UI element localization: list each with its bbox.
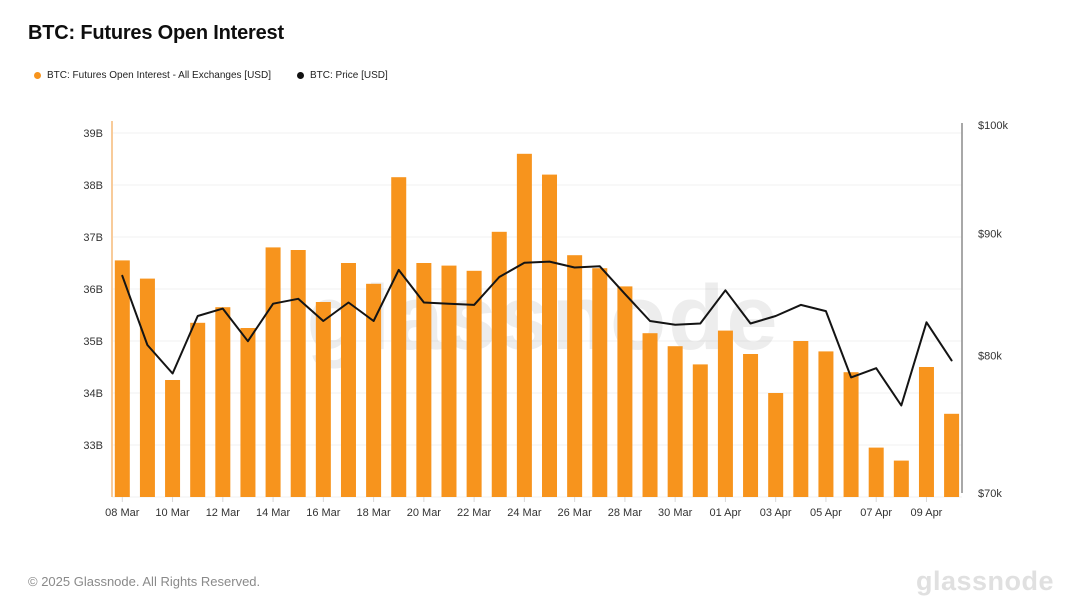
- left-axis-labels: 33B 34B 35B 36B 37B 38B 39B: [83, 128, 103, 452]
- bar-02 Apr[interactable]: [743, 354, 759, 497]
- x-tick-01 Apr: 01 Apr: [710, 507, 742, 519]
- x-tick-24 Mar: 24 Mar: [507, 507, 542, 519]
- bar-10 Mar[interactable]: [165, 380, 181, 497]
- x-tick-26 Mar: 26 Mar: [558, 507, 593, 519]
- x-tick-14 Mar: 14 Mar: [256, 507, 291, 519]
- bar-24 Mar[interactable]: [516, 153, 532, 498]
- left-tick-38B: 38B: [83, 180, 103, 192]
- bar-17 Mar[interactable]: [340, 263, 356, 497]
- bar-22 Mar[interactable]: [466, 270, 482, 497]
- left-tick-33B: 33B: [83, 440, 103, 452]
- legend-item-price[interactable]: BTC: Price [USD]: [296, 70, 388, 81]
- x-tick-08 Mar: 08 Mar: [105, 507, 140, 519]
- left-tick-36B: 36B: [83, 284, 103, 296]
- x-tick-05 Apr: 05 Apr: [810, 507, 842, 519]
- bar-16 Mar[interactable]: [315, 302, 331, 497]
- bar-12 Mar[interactable]: [215, 307, 231, 497]
- bar-04 Apr[interactable]: [793, 341, 809, 497]
- right-tick-$90k: $90k: [978, 229, 1002, 241]
- x-tick-28 Mar: 28 Mar: [608, 507, 643, 519]
- left-tick-39B: 39B: [83, 128, 103, 140]
- x-tick-10 Mar: 10 Mar: [155, 507, 190, 519]
- bar-08 Apr[interactable]: [893, 460, 909, 497]
- x-tick-09 Apr: 09 Apr: [911, 507, 943, 519]
- bar-01 Apr[interactable]: [717, 330, 733, 497]
- glassnode-logo: glassnode: [915, 566, 1054, 596]
- bar-30 Mar[interactable]: [667, 346, 683, 497]
- bar-29 Mar[interactable]: [642, 333, 658, 497]
- x-tick-22 Mar: 22 Mar: [457, 507, 492, 519]
- bar-06 Apr[interactable]: [843, 372, 859, 497]
- chart-legend: BTC: Futures Open Interest - All Exchang…: [34, 70, 388, 81]
- right-axis-labels: $70k $80k $90k $100k: [978, 120, 1008, 500]
- watermark-glassnode: glassnode: [306, 267, 779, 369]
- left-tick-37B: 37B: [83, 232, 103, 244]
- bar-25 Mar[interactable]: [542, 174, 558, 497]
- bar-09 Apr[interactable]: [918, 367, 934, 497]
- bar-18 Mar[interactable]: [366, 283, 382, 497]
- bar-31 Mar[interactable]: [692, 364, 708, 497]
- price-dot-icon: [296, 72, 304, 79]
- bar-23 Mar[interactable]: [491, 231, 507, 498]
- bar-21 Mar[interactable]: [441, 265, 457, 497]
- price-line[interactable]: [121, 260, 953, 407]
- legend-label-price: BTC: Price [USD]: [309, 70, 388, 81]
- x-tick-07 Apr: 07 Apr: [860, 507, 892, 519]
- bar-11 Mar[interactable]: [190, 322, 206, 497]
- bar-03 Apr[interactable]: [768, 393, 784, 497]
- legend-label-open-interest: BTC: Futures Open Interest - All Exchang…: [47, 70, 271, 81]
- right-tick-$100k: $100k: [978, 120, 1008, 132]
- bar-14 Mar[interactable]: [265, 247, 281, 497]
- left-tick-34B: 34B: [83, 388, 103, 400]
- x-axis-labels: 08 Mar 10 Mar 12 Mar 14 Mar 16 Mar 18 Mar 20 M…: [105, 497, 943, 519]
- bar-09 Mar[interactable]: [139, 278, 155, 497]
- x-tick-16 Mar: 16 Mar: [306, 507, 341, 519]
- x-tick-12 Mar: 12 Mar: [206, 507, 241, 519]
- bar-26 Mar[interactable]: [567, 255, 583, 497]
- x-tick-03 Apr: 03 Apr: [760, 507, 792, 519]
- bar-07 Apr[interactable]: [868, 447, 884, 497]
- bar-20 Mar[interactable]: [416, 263, 432, 497]
- bar-05 Apr[interactable]: [818, 351, 834, 497]
- x-tick-18 Mar: 18 Mar: [356, 507, 391, 519]
- bar-08 Mar[interactable]: [114, 260, 130, 497]
- footer-copyright: © 2025 Glassnode. All Rights Reserved.: [28, 574, 261, 589]
- page-title: BTC: Futures Open Interest: [28, 22, 284, 44]
- bar-19 Mar[interactable]: [391, 177, 407, 497]
- bar-10 Apr[interactable]: [944, 413, 960, 497]
- bar-13 Mar[interactable]: [240, 328, 256, 497]
- right-tick-$70k: $70k: [978, 488, 1002, 500]
- bar-27 Mar[interactable]: [592, 268, 608, 497]
- bar-28 Mar[interactable]: [617, 286, 633, 497]
- open-interest-dot-icon: [34, 72, 41, 79]
- bar-15 Mar[interactable]: [290, 250, 306, 497]
- right-tick-$80k: $80k: [978, 350, 1002, 362]
- x-tick-30 Mar: 30 Mar: [658, 507, 693, 519]
- legend-item-open-interest[interactable]: BTC: Futures Open Interest - All Exchang…: [34, 70, 271, 81]
- x-tick-20 Mar: 20 Mar: [407, 507, 442, 519]
- left-tick-35B: 35B: [83, 336, 103, 348]
